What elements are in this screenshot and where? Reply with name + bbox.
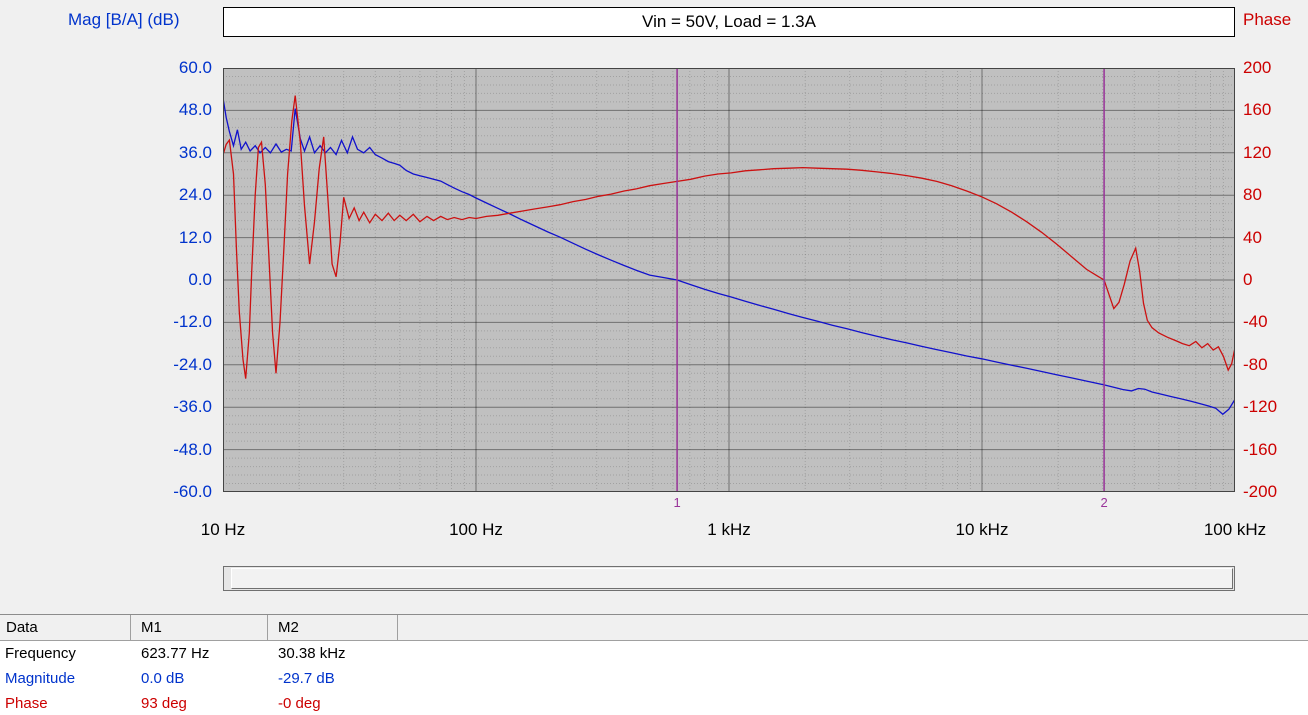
phase-m2-value: -0 deg — [278, 695, 321, 712]
y-left-tick-label: 60.0 — [178, 58, 212, 77]
y-right-tick-label: 0 — [1243, 270, 1253, 289]
marker-data-table: Data M1 M2 Frequency 623.77 Hz 30.38 kHz… — [0, 614, 1308, 715]
bode-plot-area[interactable] — [222, 68, 1236, 492]
table-header-m1: M1 — [131, 615, 268, 641]
y-left-tick-label: 24.0 — [178, 185, 212, 205]
plot-h-scrollbar[interactable] — [223, 566, 1235, 591]
table-row-phase: Phase 93 deg -0 deg — [0, 691, 1308, 715]
frequency-m2-value: 30.38 kHz — [278, 645, 346, 662]
magnitude-m1-value: 0.0 dB — [141, 670, 185, 687]
y-left-tick-label: 36.0 — [178, 142, 212, 162]
table-header-m2: M2 — [268, 615, 398, 641]
y-right-tick-label: 160 — [1243, 100, 1272, 120]
magnitude-m2-value: -29.7 dB — [278, 670, 335, 687]
y-left-tick-label: -24.0 — [173, 354, 212, 374]
bode-plot-svg[interactable] — [222, 68, 1236, 492]
y-right-tick-label: -200 — [1243, 482, 1278, 501]
y-left-tick-label: -36.0 — [173, 397, 212, 417]
table-header-data: Data — [0, 615, 131, 641]
y-left-tick-label: 48.0 — [178, 100, 212, 120]
x-axis-tick-label: 10 kHz — [955, 520, 1009, 539]
marker-number-label: 1 — [673, 495, 681, 510]
marker-number-label: 2 — [1100, 495, 1108, 510]
plot-title: Vin = 50V, Load = 1.3A — [642, 12, 816, 31]
y-left-tick-label: -12.0 — [173, 312, 212, 332]
y-left-tick-label: 12.0 — [178, 227, 212, 247]
table-row-magnitude: Magnitude 0.0 dB -29.7 dB — [0, 666, 1308, 691]
frequency-m1-value: 623.77 Hz — [141, 645, 210, 662]
table-header-row: Data M1 M2 — [0, 615, 1308, 641]
x-axis-tick-label: 1 kHz — [707, 520, 751, 539]
phase-m1-value: 93 deg — [141, 695, 187, 712]
y-left-tick-label: -60.0 — [173, 482, 212, 501]
y-left-tick-label: -48.0 — [173, 439, 212, 459]
x-axis-tick-label: 100 Hz — [449, 520, 503, 539]
y-right-tick-label: 200 — [1243, 58, 1272, 77]
x-axis-tick-label: 10 Hz — [200, 520, 246, 539]
x-axis-tick-label: 100 kHz — [1203, 520, 1267, 539]
y-left-tick-label: 0.0 — [188, 270, 212, 289]
scrollbar-thumb[interactable] — [231, 568, 1233, 589]
row-label-magnitude: Magnitude — [5, 670, 76, 687]
row-label-phase: Phase — [5, 695, 48, 712]
y-right-tick-label: 120 — [1243, 142, 1272, 162]
y-right-tick-label: 80 — [1243, 185, 1262, 205]
mag-axis-title: Mag [B/A] (dB) — [68, 10, 180, 29]
y-right-tick-label: -160 — [1243, 439, 1278, 459]
plot-title-box: Vin = 50V, Load = 1.3A — [223, 7, 1235, 37]
row-label-frequency: Frequency — [5, 645, 76, 662]
y-right-tick-label: -80 — [1243, 354, 1268, 374]
y-right-tick-label: -120 — [1243, 397, 1278, 417]
y-right-tick-label: 40 — [1243, 227, 1262, 247]
y-right-tick-label: -40 — [1243, 312, 1268, 332]
table-row-frequency: Frequency 623.77 Hz 30.38 kHz — [0, 641, 1308, 666]
phase-axis-title: Phase — [1243, 10, 1292, 29]
